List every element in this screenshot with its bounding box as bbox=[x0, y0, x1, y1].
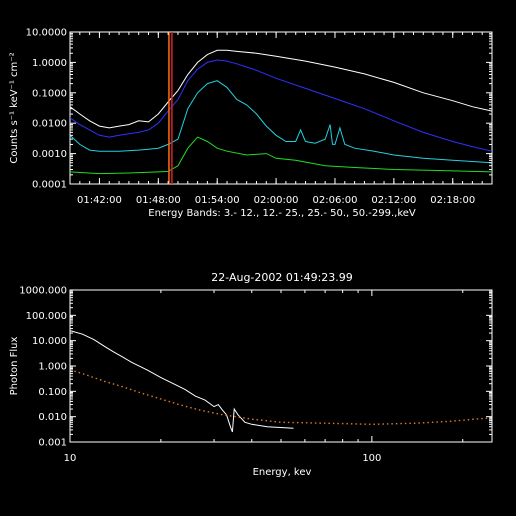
lightcurve-y-label: Counts s⁻¹ keV⁻¹ cm⁻² bbox=[9, 52, 20, 163]
lightcurve-x-tick-label: 01:54:00 bbox=[195, 195, 240, 206]
lightcurve-x-ticks: 01:42:00 01:48:00 01:54:00 02:00:00 02:06:00… bbox=[69, 32, 493, 206]
lightcurve-markers-group bbox=[168, 32, 173, 184]
lightcurve-x-tick-label: 02:00:00 bbox=[254, 195, 299, 206]
spectrum-y-tick-label: 0.100 bbox=[38, 387, 67, 398]
lightcurve-series-1 bbox=[69, 49, 493, 129]
spectrum-y-tick-label: 1.000 bbox=[38, 362, 67, 373]
lightcurve-y-tick-label: 0.0001 bbox=[32, 180, 67, 191]
spectrum-series-2 bbox=[69, 369, 493, 426]
lightcurve-y-ticks: 0.0001 0.0010 0.0100 0.1000 1.0000 10.0000 bbox=[26, 28, 492, 191]
lightcurve-chart: 0.0001 0.0010 0.0100 0.1000 1.0000 10.0000 01… bbox=[9, 28, 493, 219]
spectrum-y-tick-label: 0.010 bbox=[38, 412, 67, 423]
lightcurve-series-2 bbox=[69, 59, 493, 152]
spectrum-title: 22-Aug-2002 01:49:23.99 bbox=[211, 271, 353, 284]
lightcurve-x-tick-label: 02:18:00 bbox=[430, 195, 475, 206]
spectrum-y-tick-label: 10.000 bbox=[32, 336, 67, 347]
spectrum-y-label: Photon Flux bbox=[9, 337, 20, 396]
lightcurve-series-4 bbox=[69, 136, 493, 175]
lightcurve-axes-frame bbox=[69, 31, 493, 185]
lightcurve-x-tick-label: 01:48:00 bbox=[136, 195, 181, 206]
lightcurve-series-3 bbox=[69, 80, 493, 164]
lightcurve-y-tick-label: 0.1000 bbox=[32, 88, 67, 99]
spectrum-y-tick-label: 1000.000 bbox=[19, 286, 67, 297]
lightcurve-x-tick-label: 01:42:00 bbox=[77, 195, 122, 206]
spectrum-x-tick-label: 10 bbox=[64, 453, 77, 464]
spectrum-series-group bbox=[69, 330, 493, 433]
lightcurve-x-label: Energy Bands: 3.- 12., 12.- 25., 25.- 50… bbox=[148, 208, 416, 219]
lightcurve-x-tick-label: 02:06:00 bbox=[313, 195, 358, 206]
lightcurve-y-tick-label: 1.0000 bbox=[32, 58, 67, 69]
spectrum-series-1 bbox=[69, 330, 294, 433]
lightcurve-y-tick-label: 0.0010 bbox=[32, 149, 67, 160]
lightcurve-x-tick-label: 02:12:00 bbox=[371, 195, 416, 206]
lightcurve-y-tick-label: 10.0000 bbox=[26, 28, 67, 39]
spectrum-x-label: Energy, kev bbox=[253, 467, 312, 478]
lightcurve-series-group bbox=[69, 49, 493, 175]
spectrum-x-tick-label: 100 bbox=[362, 453, 381, 464]
lightcurve-y-tick-label: 0.0100 bbox=[32, 119, 67, 130]
spectrum-y-tick-label: 0.001 bbox=[38, 438, 67, 449]
spectrum-chart: 22-Aug-2002 01:49:23.99 0.0010.0100.1001… bbox=[9, 271, 493, 478]
spectrum-x-ticks: 10 100 bbox=[64, 290, 464, 464]
spectrum-y-ticks: 0.001 0.010 0.100 1.000 10.000 100.000 1000.00… bbox=[19, 286, 492, 449]
spectrum-y-tick-label: 100.000 bbox=[26, 311, 67, 322]
spectrum-axes-frame bbox=[69, 289, 493, 443]
